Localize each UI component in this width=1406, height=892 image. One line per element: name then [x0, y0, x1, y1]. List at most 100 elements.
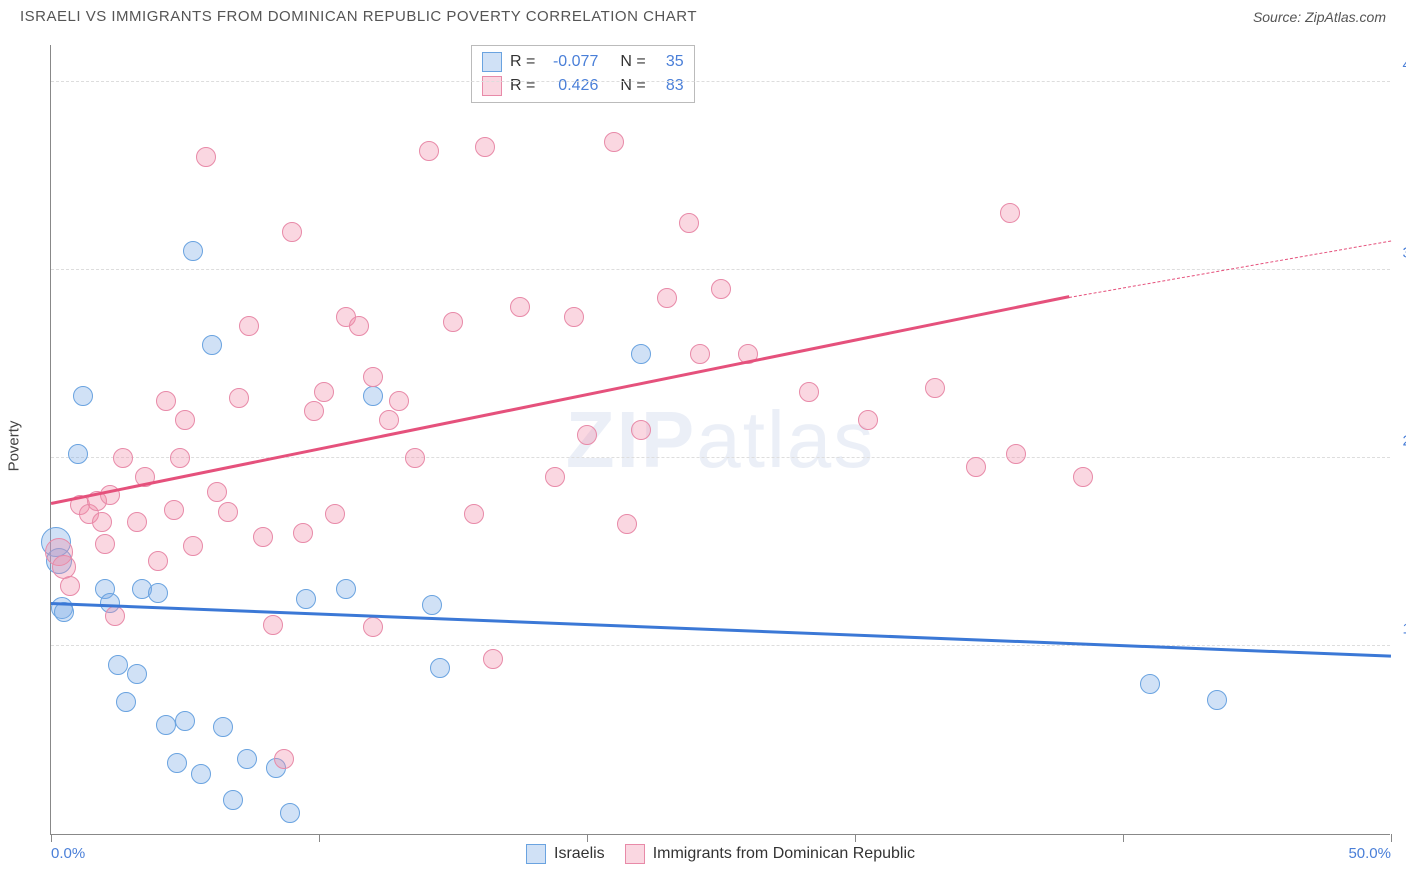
- data-point: [483, 649, 503, 669]
- y-tick-label: 40.0%: [1402, 56, 1406, 73]
- legend-swatch: [482, 76, 502, 96]
- data-point: [113, 448, 133, 468]
- data-point: [1073, 467, 1093, 487]
- data-point: [92, 512, 112, 532]
- data-point: [464, 504, 484, 524]
- stats-row: R =0.426N =83: [482, 74, 684, 98]
- data-point: [253, 527, 273, 547]
- data-point: [1000, 203, 1020, 223]
- data-point: [218, 502, 238, 522]
- gridline: [51, 81, 1390, 82]
- x-tick: [1123, 834, 1124, 842]
- gridline: [51, 269, 1390, 270]
- data-point: [229, 388, 249, 408]
- data-point: [314, 382, 334, 402]
- x-tick: [319, 834, 320, 842]
- data-point: [336, 579, 356, 599]
- data-point: [966, 457, 986, 477]
- data-point: [105, 606, 125, 626]
- data-point: [577, 425, 597, 445]
- data-point: [156, 715, 176, 735]
- scatter-chart: ZIPatlas R =-0.077N =35R =0.426N =83 Isr…: [50, 45, 1390, 835]
- data-point: [127, 664, 147, 684]
- legend-item: Israelis: [526, 844, 605, 864]
- y-tick-label: 10.0%: [1402, 620, 1406, 637]
- data-point: [167, 753, 187, 773]
- data-point: [604, 132, 624, 152]
- data-point: [175, 410, 195, 430]
- legend-item: Immigrants from Dominican Republic: [625, 844, 915, 864]
- stat-r-label: R =: [510, 53, 535, 71]
- data-point: [127, 512, 147, 532]
- data-point: [116, 692, 136, 712]
- x-tick: [587, 834, 588, 842]
- data-point: [564, 307, 584, 327]
- data-point: [183, 536, 203, 556]
- data-point: [475, 137, 495, 157]
- data-point: [282, 222, 302, 242]
- data-point: [73, 386, 93, 406]
- data-point: [156, 391, 176, 411]
- data-point: [196, 147, 216, 167]
- data-point: [363, 617, 383, 637]
- data-point: [349, 316, 369, 336]
- data-point: [617, 514, 637, 534]
- data-point: [422, 595, 442, 615]
- x-tick: [51, 834, 52, 842]
- data-point: [925, 378, 945, 398]
- x-tick-label: 0.0%: [51, 845, 85, 862]
- legend-label: Israelis: [554, 845, 605, 863]
- data-point: [148, 551, 168, 571]
- stats-row: R = -0.077 N = 35: [482, 50, 684, 74]
- data-point: [631, 420, 651, 440]
- legend-swatch: [526, 844, 546, 864]
- data-point: [799, 382, 819, 402]
- data-point: [1207, 690, 1227, 710]
- data-point: [263, 615, 283, 635]
- data-point: [296, 589, 316, 609]
- data-point: [363, 386, 383, 406]
- data-point: [631, 344, 651, 364]
- data-point: [164, 500, 184, 520]
- data-point: [379, 410, 399, 430]
- x-tick: [855, 834, 856, 842]
- trend-line: [51, 602, 1391, 657]
- data-point: [363, 367, 383, 387]
- data-point: [202, 335, 222, 355]
- data-point: [191, 764, 211, 784]
- data-point: [175, 711, 195, 731]
- legend-swatch: [482, 52, 502, 72]
- series-legend: Israelis Immigrants from Dominican Republ…: [51, 844, 1390, 864]
- data-point: [711, 279, 731, 299]
- data-point: [148, 583, 168, 603]
- data-point: [183, 241, 203, 261]
- stat-r-value: -0.077: [543, 53, 598, 71]
- data-point: [430, 658, 450, 678]
- stat-n-value: 35: [654, 53, 684, 71]
- data-point: [405, 448, 425, 468]
- data-point: [170, 448, 190, 468]
- y-axis-label: Poverty: [6, 421, 23, 472]
- legend-label: Immigrants from Dominican Republic: [653, 845, 915, 863]
- x-tick-label: 50.0%: [1348, 845, 1391, 862]
- x-tick: [1391, 834, 1392, 842]
- data-point: [1140, 674, 1160, 694]
- data-point: [690, 344, 710, 364]
- watermark: ZIPatlas: [566, 394, 875, 486]
- data-point: [545, 467, 565, 487]
- y-tick-label: 30.0%: [1402, 244, 1406, 261]
- data-point: [60, 576, 80, 596]
- data-point: [679, 213, 699, 233]
- data-point: [207, 482, 227, 502]
- stat-n-label: N =: [620, 53, 645, 71]
- data-point: [239, 316, 259, 336]
- stats-legend: R = -0.077 N = 35 R =0.426N =83: [471, 45, 695, 103]
- chart-title: ISRAELI VS IMMIGRANTS FROM DOMINICAN REP…: [20, 8, 697, 25]
- chart-source: Source: ZipAtlas.com: [1253, 9, 1386, 25]
- data-point: [443, 312, 463, 332]
- data-point: [325, 504, 345, 524]
- gridline: [51, 457, 1390, 458]
- data-point: [108, 655, 128, 675]
- chart-header: ISRAELI VS IMMIGRANTS FROM DOMINICAN REP…: [0, 0, 1406, 29]
- legend-swatch: [625, 844, 645, 864]
